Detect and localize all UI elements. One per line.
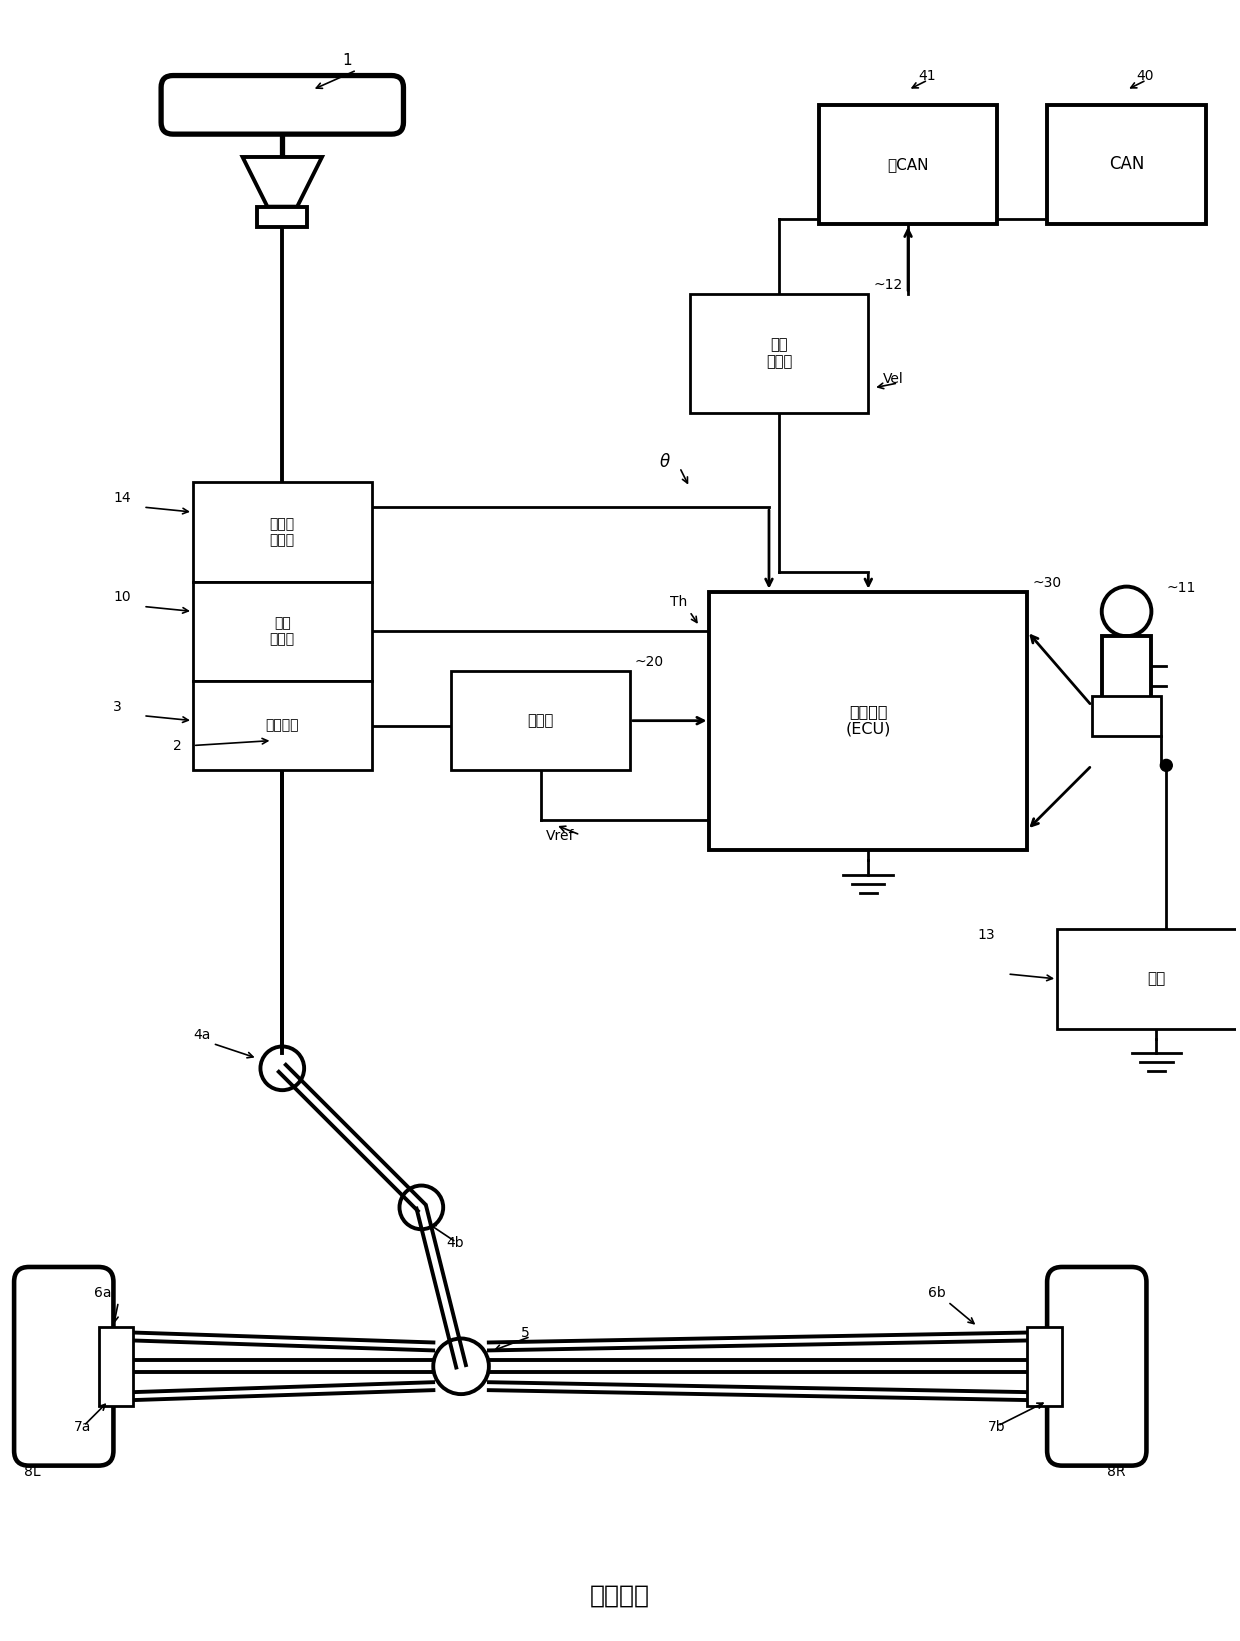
Text: 8R: 8R	[1107, 1464, 1125, 1479]
Text: Vel: Vel	[883, 373, 904, 386]
FancyBboxPatch shape	[689, 294, 868, 414]
Text: 扭矩
传感器: 扭矩 传感器	[270, 615, 295, 647]
Circle shape	[1161, 760, 1172, 771]
FancyBboxPatch shape	[818, 105, 997, 225]
Text: 控制单元
(ECU): 控制单元 (ECU)	[846, 704, 892, 737]
Text: 2: 2	[174, 740, 182, 753]
Text: CAN: CAN	[1109, 156, 1145, 174]
Text: ~12: ~12	[873, 277, 903, 292]
Text: ~20: ~20	[635, 655, 665, 670]
FancyBboxPatch shape	[709, 591, 1027, 850]
FancyBboxPatch shape	[193, 482, 372, 581]
Text: 5: 5	[521, 1326, 529, 1339]
Text: θ: θ	[660, 453, 670, 471]
FancyBboxPatch shape	[193, 581, 372, 681]
Text: 3: 3	[113, 699, 123, 714]
FancyBboxPatch shape	[1047, 1267, 1147, 1465]
Text: 减速齿轮: 减速齿轮	[265, 719, 299, 732]
Text: 转向角
传感器: 转向角 传感器	[270, 517, 295, 546]
Text: Vref: Vref	[546, 829, 574, 843]
FancyBboxPatch shape	[1102, 637, 1152, 706]
Text: 电池: 电池	[1147, 971, 1166, 986]
FancyBboxPatch shape	[1091, 696, 1162, 735]
FancyBboxPatch shape	[1027, 1326, 1061, 1406]
Text: ~11: ~11	[1167, 581, 1195, 594]
Text: 7a: 7a	[73, 1419, 91, 1434]
Text: 41: 41	[918, 69, 936, 84]
Polygon shape	[243, 158, 322, 207]
Text: 6b: 6b	[928, 1287, 946, 1300]
FancyBboxPatch shape	[451, 671, 630, 770]
FancyBboxPatch shape	[14, 1267, 113, 1465]
Text: 电动机: 电动机	[527, 714, 554, 729]
Text: 车速
传感器: 车速 传感器	[766, 336, 792, 369]
FancyBboxPatch shape	[193, 681, 372, 770]
FancyBboxPatch shape	[98, 1326, 133, 1406]
FancyBboxPatch shape	[1047, 105, 1207, 225]
Text: 7b: 7b	[987, 1419, 1006, 1434]
Text: 8L: 8L	[24, 1464, 41, 1479]
Text: Th: Th	[670, 596, 687, 609]
Text: 13: 13	[977, 929, 996, 942]
Text: 14: 14	[113, 491, 131, 505]
Text: 4a: 4a	[193, 1027, 211, 1042]
Text: 10: 10	[113, 591, 131, 604]
Text: ~30: ~30	[1032, 576, 1061, 589]
FancyBboxPatch shape	[1056, 929, 1240, 1029]
Text: 非CAN: 非CAN	[888, 158, 929, 172]
Text: 1: 1	[342, 53, 351, 69]
Text: 6a: 6a	[93, 1287, 112, 1300]
FancyBboxPatch shape	[258, 207, 308, 226]
Text: 现有技术: 现有技术	[590, 1584, 650, 1608]
Text: 40: 40	[1137, 69, 1154, 84]
Text: 4b: 4b	[446, 1236, 464, 1250]
FancyBboxPatch shape	[161, 75, 403, 135]
